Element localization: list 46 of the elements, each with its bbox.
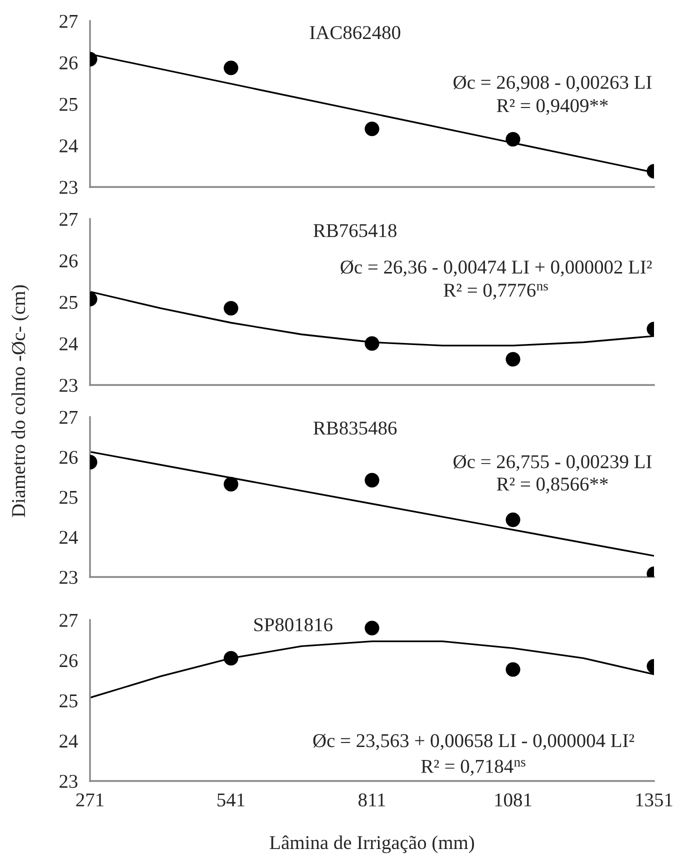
y-tick-label: 26 xyxy=(60,450,78,464)
x-tick-label: 271 xyxy=(76,793,104,806)
y-tick-label: 23 xyxy=(60,378,78,392)
x-axis-title: Lâmina de Irrigação (mm) xyxy=(270,835,474,854)
chart-title: IAC862480 xyxy=(310,26,400,40)
y-tick-label: 23 xyxy=(60,180,78,194)
y-tick-label: 27 xyxy=(60,614,78,627)
chart-title: SP801816 xyxy=(254,618,332,632)
y-tick-label: 24 xyxy=(60,337,78,350)
annotation: R² = 0,9409** xyxy=(496,99,608,115)
y-tick-label: 27 xyxy=(60,212,78,226)
point xyxy=(224,650,238,666)
point xyxy=(364,122,380,136)
y-tick-label: 26 xyxy=(60,56,78,70)
point xyxy=(506,662,520,677)
y-tick-label: 24 xyxy=(60,734,78,748)
annotation: Øc = 26,908 - 0,00263 LI xyxy=(454,76,652,92)
y-tick-label: 24 xyxy=(60,530,78,544)
x-tick-label: 1081 xyxy=(495,793,532,806)
point xyxy=(364,472,380,488)
annotation: Øc = 26,755 - 0,00239 LI xyxy=(454,454,652,472)
x-tick-label: 811 xyxy=(358,793,386,806)
y-tick-label: 26 xyxy=(60,654,78,668)
chart-title: RB765418 xyxy=(314,224,396,238)
y-tick-label: 25 xyxy=(60,490,78,504)
annotation: Øc = 26,36 - 0,00474 LI + 0,000002 LI² xyxy=(340,260,652,276)
y-tick-label: 27 xyxy=(60,14,78,28)
annotation: Øc = 23,563 + 0,00658 LI - 0,000004 LI² xyxy=(313,734,634,750)
y-tick-label: 27 xyxy=(60,410,78,424)
point xyxy=(364,620,380,636)
line-series xyxy=(90,640,654,699)
y-tick-label: 25 xyxy=(60,296,78,309)
y-tick-label: 23 xyxy=(60,570,78,584)
y-tick-label: 25 xyxy=(60,98,78,111)
annotation: R² = 0,8566** xyxy=(496,478,608,494)
y-tick-label: 26 xyxy=(60,254,78,268)
x-tick-label: 1351 xyxy=(636,793,672,806)
y-tick-label: 24 xyxy=(60,139,78,152)
y-axis-title: Diametro do colmo -Øc- (cm) xyxy=(11,285,30,518)
annotation: R² = 0,7184$^{ns}$ xyxy=(421,760,526,776)
annotation: R² = 0,7776$^{ns}$ xyxy=(444,284,548,300)
y-tick-label: 23 xyxy=(60,774,78,788)
chart-title: RB835486 xyxy=(314,422,397,435)
x-tick-label: 541 xyxy=(218,793,244,806)
y-tick-label: 25 xyxy=(60,694,78,708)
point xyxy=(364,336,380,351)
